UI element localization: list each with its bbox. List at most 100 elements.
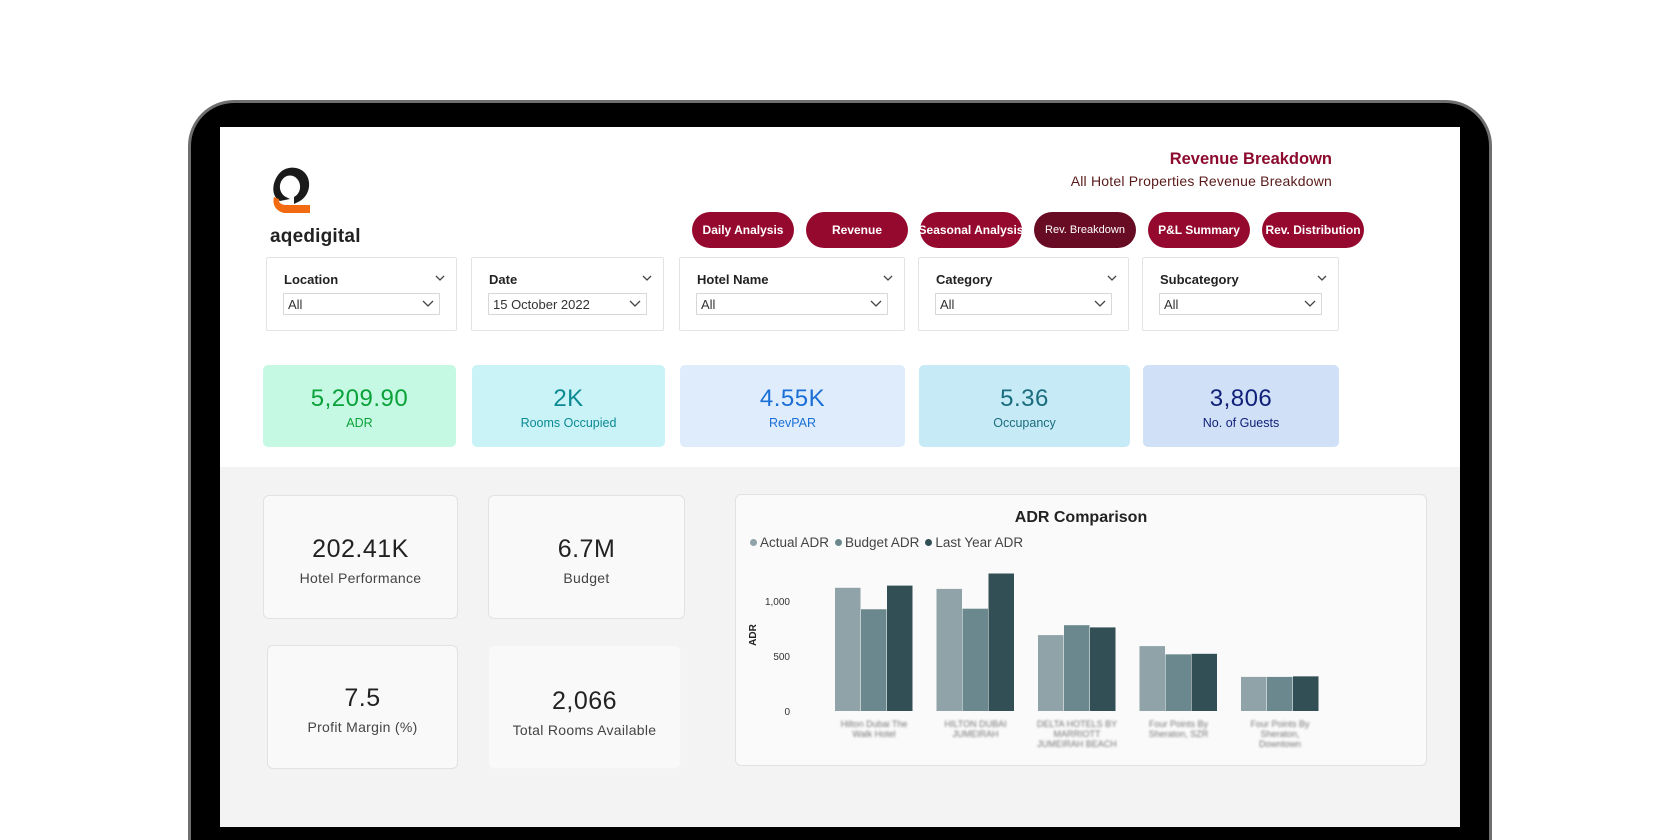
filter-category: Category All xyxy=(918,257,1129,331)
card-value: 7.5 xyxy=(344,684,381,712)
logo-text: aqedigital xyxy=(270,226,361,247)
y-tick-label: 500 xyxy=(773,652,790,663)
subcategory-dropdown-value: All xyxy=(1164,297,1179,312)
x-tick-label: JUMEIRAH BEACH xyxy=(1037,739,1117,749)
nav-rev-breakdown-button[interactable]: Rev. Breakdown xyxy=(1034,212,1136,248)
y-tick-label: 1,000 xyxy=(765,597,790,608)
x-tick-label: JUMEIRAH xyxy=(952,729,998,739)
bar-1-1 xyxy=(835,587,861,711)
kpi-label: ADR xyxy=(346,416,373,430)
nav-seasonal-analysis-button[interactable]: Seasonal Analysis xyxy=(919,212,1023,248)
card-total-rooms: 2,066 Total Rooms Available xyxy=(488,645,681,769)
bar-3-2 xyxy=(988,573,1014,711)
kpi-value: 3,806 xyxy=(1209,385,1273,412)
filter-subcategory-label: Subcategory xyxy=(1160,272,1239,287)
logo-mark-icon xyxy=(273,167,310,213)
legend-label: Budget ADR xyxy=(845,535,920,550)
hotel-name-dropdown-value: All xyxy=(701,297,716,312)
chevron-down-icon[interactable] xyxy=(1316,272,1328,284)
bar-3-4 xyxy=(1191,653,1217,711)
hotel-name-dropdown[interactable]: All xyxy=(696,293,888,315)
legend-item-last-year-adr[interactable]: Last Year ADR xyxy=(925,535,1023,550)
kpi-value: 5,209.90 xyxy=(310,385,409,412)
bar-2-5 xyxy=(1267,676,1293,711)
filter-date-label: Date xyxy=(489,272,518,287)
bar-1-3 xyxy=(1038,635,1064,711)
kpi-card-guests: 3,806 No. of Guests xyxy=(1143,365,1339,447)
lower-panel: 202.41K Hotel Performance 6.7M Budget 7.… xyxy=(220,467,1460,827)
bar-2-1 xyxy=(861,609,887,711)
chart-title: ADR Comparison xyxy=(1014,509,1148,526)
date-dropdown[interactable]: 15 October 2022 xyxy=(488,293,647,315)
location-dropdown-value: All xyxy=(288,297,303,312)
x-tick-label: Walk Hotel xyxy=(852,729,895,739)
nav-daily-analysis-button[interactable]: Daily Analysis xyxy=(692,212,794,248)
category-dropdown-value: All xyxy=(940,297,955,312)
y-tick-label: 0 xyxy=(784,707,790,718)
filter-location: Location All xyxy=(266,257,457,331)
bar-1-5 xyxy=(1241,676,1267,711)
chevron-down-icon xyxy=(629,300,641,307)
subcategory-dropdown[interactable]: All xyxy=(1159,293,1322,315)
bar-2-3 xyxy=(1064,625,1090,711)
page-subtitle: All Hotel Properties Revenue Breakdown xyxy=(1070,173,1332,189)
legend-item-budget-adr[interactable]: Budget ADR xyxy=(835,535,919,550)
card-profit-margin: 7.5 Profit Margin (%) xyxy=(267,645,458,769)
legend-dot xyxy=(835,539,843,546)
bar-3-5 xyxy=(1293,676,1319,711)
nav-rev-distribution-button[interactable]: Rev. Distribution xyxy=(1262,212,1364,248)
x-tick-label: Four Points By xyxy=(1250,719,1310,729)
filter-category-label: Category xyxy=(936,272,993,287)
legend-label: Actual ADR xyxy=(760,535,830,550)
card-budget: 6.7M Budget xyxy=(488,495,685,619)
kpi-value: 4.55K xyxy=(759,385,826,412)
card-value: 202.41K xyxy=(312,535,409,563)
kpi-card-revpar: 4.55K RevPAR xyxy=(680,365,905,447)
legend-item-actual-adr[interactable]: Actual ADR xyxy=(750,535,829,550)
logo: aqedigital xyxy=(270,161,380,251)
card-value: 2,066 xyxy=(551,687,618,715)
kpi-label: Rooms Occupied xyxy=(520,416,617,430)
card-label: Hotel Performance xyxy=(299,570,422,586)
x-tick-label: Sheraton, SZR xyxy=(1149,729,1209,739)
kpi-label: No. of Guests xyxy=(1202,416,1280,430)
kpi-card-occupancy: 5.36 Occupancy xyxy=(919,365,1130,447)
card-label: Profit Margin (%) xyxy=(307,719,418,735)
adr-comparison-chart: ADR 0 500 1,000 Hilton Dubai The Walk Hotel HI… xyxy=(735,494,1427,766)
location-dropdown[interactable]: All xyxy=(283,293,440,315)
x-tick-label: Downtown xyxy=(1259,739,1301,749)
bar-2-4 xyxy=(1165,654,1191,711)
chevron-down-icon xyxy=(870,300,882,307)
chevron-down-icon[interactable] xyxy=(882,272,894,284)
page-title: Revenue Breakdown xyxy=(1169,150,1332,168)
legend-dot xyxy=(750,539,757,546)
filter-date: Date 15 October 2022 xyxy=(471,257,664,331)
chevron-down-icon[interactable] xyxy=(434,272,446,284)
chart-legend: Actual ADR Budget ADR Last Year ADR xyxy=(750,535,1023,550)
filter-location-label: Location xyxy=(284,272,339,287)
kpi-label: RevPAR xyxy=(768,416,816,430)
x-tick-label: DELTA HOTELS BY xyxy=(1037,719,1117,729)
filter-subcategory: Subcategory All xyxy=(1142,257,1339,331)
filter-hotel-name: Hotel Name All xyxy=(679,257,905,331)
card-hotel-performance: 202.41K Hotel Performance xyxy=(263,495,458,619)
bar-3-3 xyxy=(1090,627,1116,711)
kpi-card-adr: 5,209.90 ADR xyxy=(263,365,456,447)
x-tick-label: Four Points By xyxy=(1149,719,1209,729)
chevron-down-icon xyxy=(422,300,434,307)
chevron-down-icon[interactable] xyxy=(641,272,653,284)
nav-pl-summary-button[interactable]: P&L Summary xyxy=(1148,212,1250,248)
x-tick-label: HILTON DUBAI xyxy=(944,719,1006,729)
nav-revenue-button[interactable]: Revenue xyxy=(806,212,908,248)
x-tick-label: Hilton Dubai The xyxy=(841,719,908,729)
category-dropdown[interactable]: All xyxy=(935,293,1112,315)
chevron-down-icon xyxy=(1094,300,1106,307)
card-label: Total Rooms Available xyxy=(512,722,657,738)
chevron-down-icon[interactable] xyxy=(1106,272,1118,284)
card-label: Budget xyxy=(563,570,610,586)
y-axis-title: ADR xyxy=(748,623,759,645)
bar-1-2 xyxy=(936,588,962,711)
dashboard-screen: aqedigital Revenue Breakdown All Hotel P… xyxy=(220,127,1460,827)
kpi-label: Occupancy xyxy=(993,416,1056,430)
